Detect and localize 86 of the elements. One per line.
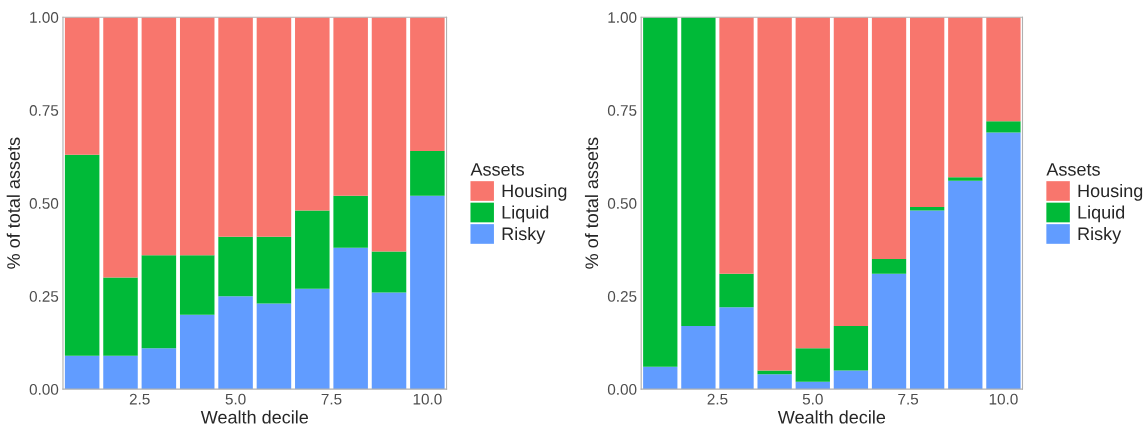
bar [103,17,138,278]
x-tick-label: 2.5 [129,393,150,405]
bar [795,17,830,349]
bar [141,348,177,390]
y-tick-label: 0.25 [29,291,59,302]
bar [719,17,754,274]
legend-title: Assets [470,163,524,176]
bar [371,292,407,390]
bar [871,273,907,390]
bar [179,17,215,256]
bar [141,255,177,349]
bar [295,17,330,211]
x-tick-label: 7.5 [898,393,919,405]
bar [833,17,869,326]
legend-label: Liquid [1078,205,1125,223]
bar [256,236,292,304]
bar [218,17,253,237]
bar [64,355,100,390]
bar [103,355,138,390]
bar [218,296,253,390]
bar [256,303,292,390]
y-tick-label: 0.25 [607,291,637,302]
bar [141,17,177,256]
bar [371,17,407,252]
bar [757,374,792,390]
bar [910,17,945,207]
x-tick-label: 10.0 [989,393,1018,405]
x-tick-label: 5.0 [225,393,246,405]
legend-label: Liquid [502,205,549,223]
y-axis-title: % of total assets [6,137,20,269]
x-tick-label: 2.5 [707,393,728,405]
x-axis-title: Wealth decile [200,410,308,424]
x-axis-title: Wealth decile [777,410,886,424]
x-tick-label: 10.0 [413,393,442,405]
bar [256,17,292,237]
bar [179,255,215,315]
bar [910,206,945,211]
y-tick-label: 0.00 [607,384,637,395]
bar [833,370,869,390]
y-tick-label: 0.50 [607,198,637,209]
bar [948,17,983,178]
bar [719,273,754,308]
bar [410,195,445,390]
bar [795,348,830,382]
y-tick-label: 1.00 [608,12,637,23]
bar [681,325,716,390]
legend-label: Risky [1078,226,1122,244]
bar [103,277,138,356]
bar [910,210,945,390]
y-tick-label: 0.75 [607,105,637,116]
bar [64,17,100,155]
bar [833,325,869,371]
legend-title: Assets [1046,163,1100,176]
bar [948,180,983,390]
legend-label: Housing [502,183,567,201]
bar [681,17,716,326]
bar [643,17,678,367]
bar [643,366,678,390]
x-tick-label: 5.0 [802,393,823,405]
bar [333,195,368,248]
bar [295,288,330,390]
bar [871,17,907,259]
y-tick-label: 0.00 [29,384,59,395]
bar [757,17,792,371]
bar [333,247,368,390]
bar [986,17,1021,122]
bar [871,258,907,274]
y-axis-title: % of total assets [584,137,599,269]
bar [333,17,368,196]
bar [410,151,445,196]
bar [295,210,330,289]
bar [410,17,445,152]
bar [371,251,407,293]
bar [948,177,983,181]
legend-label: Risky [502,226,546,244]
bar [218,236,253,297]
bar [179,314,215,390]
bar [986,132,1021,390]
y-tick-label: 1.00 [30,12,59,23]
bar [64,154,100,356]
x-tick-label: 7.5 [321,393,342,405]
y-tick-label: 0.50 [29,198,59,209]
legend-label: Housing [1078,183,1143,201]
bar [986,121,1021,133]
bar [719,307,754,390]
y-tick-label: 0.75 [29,105,59,116]
